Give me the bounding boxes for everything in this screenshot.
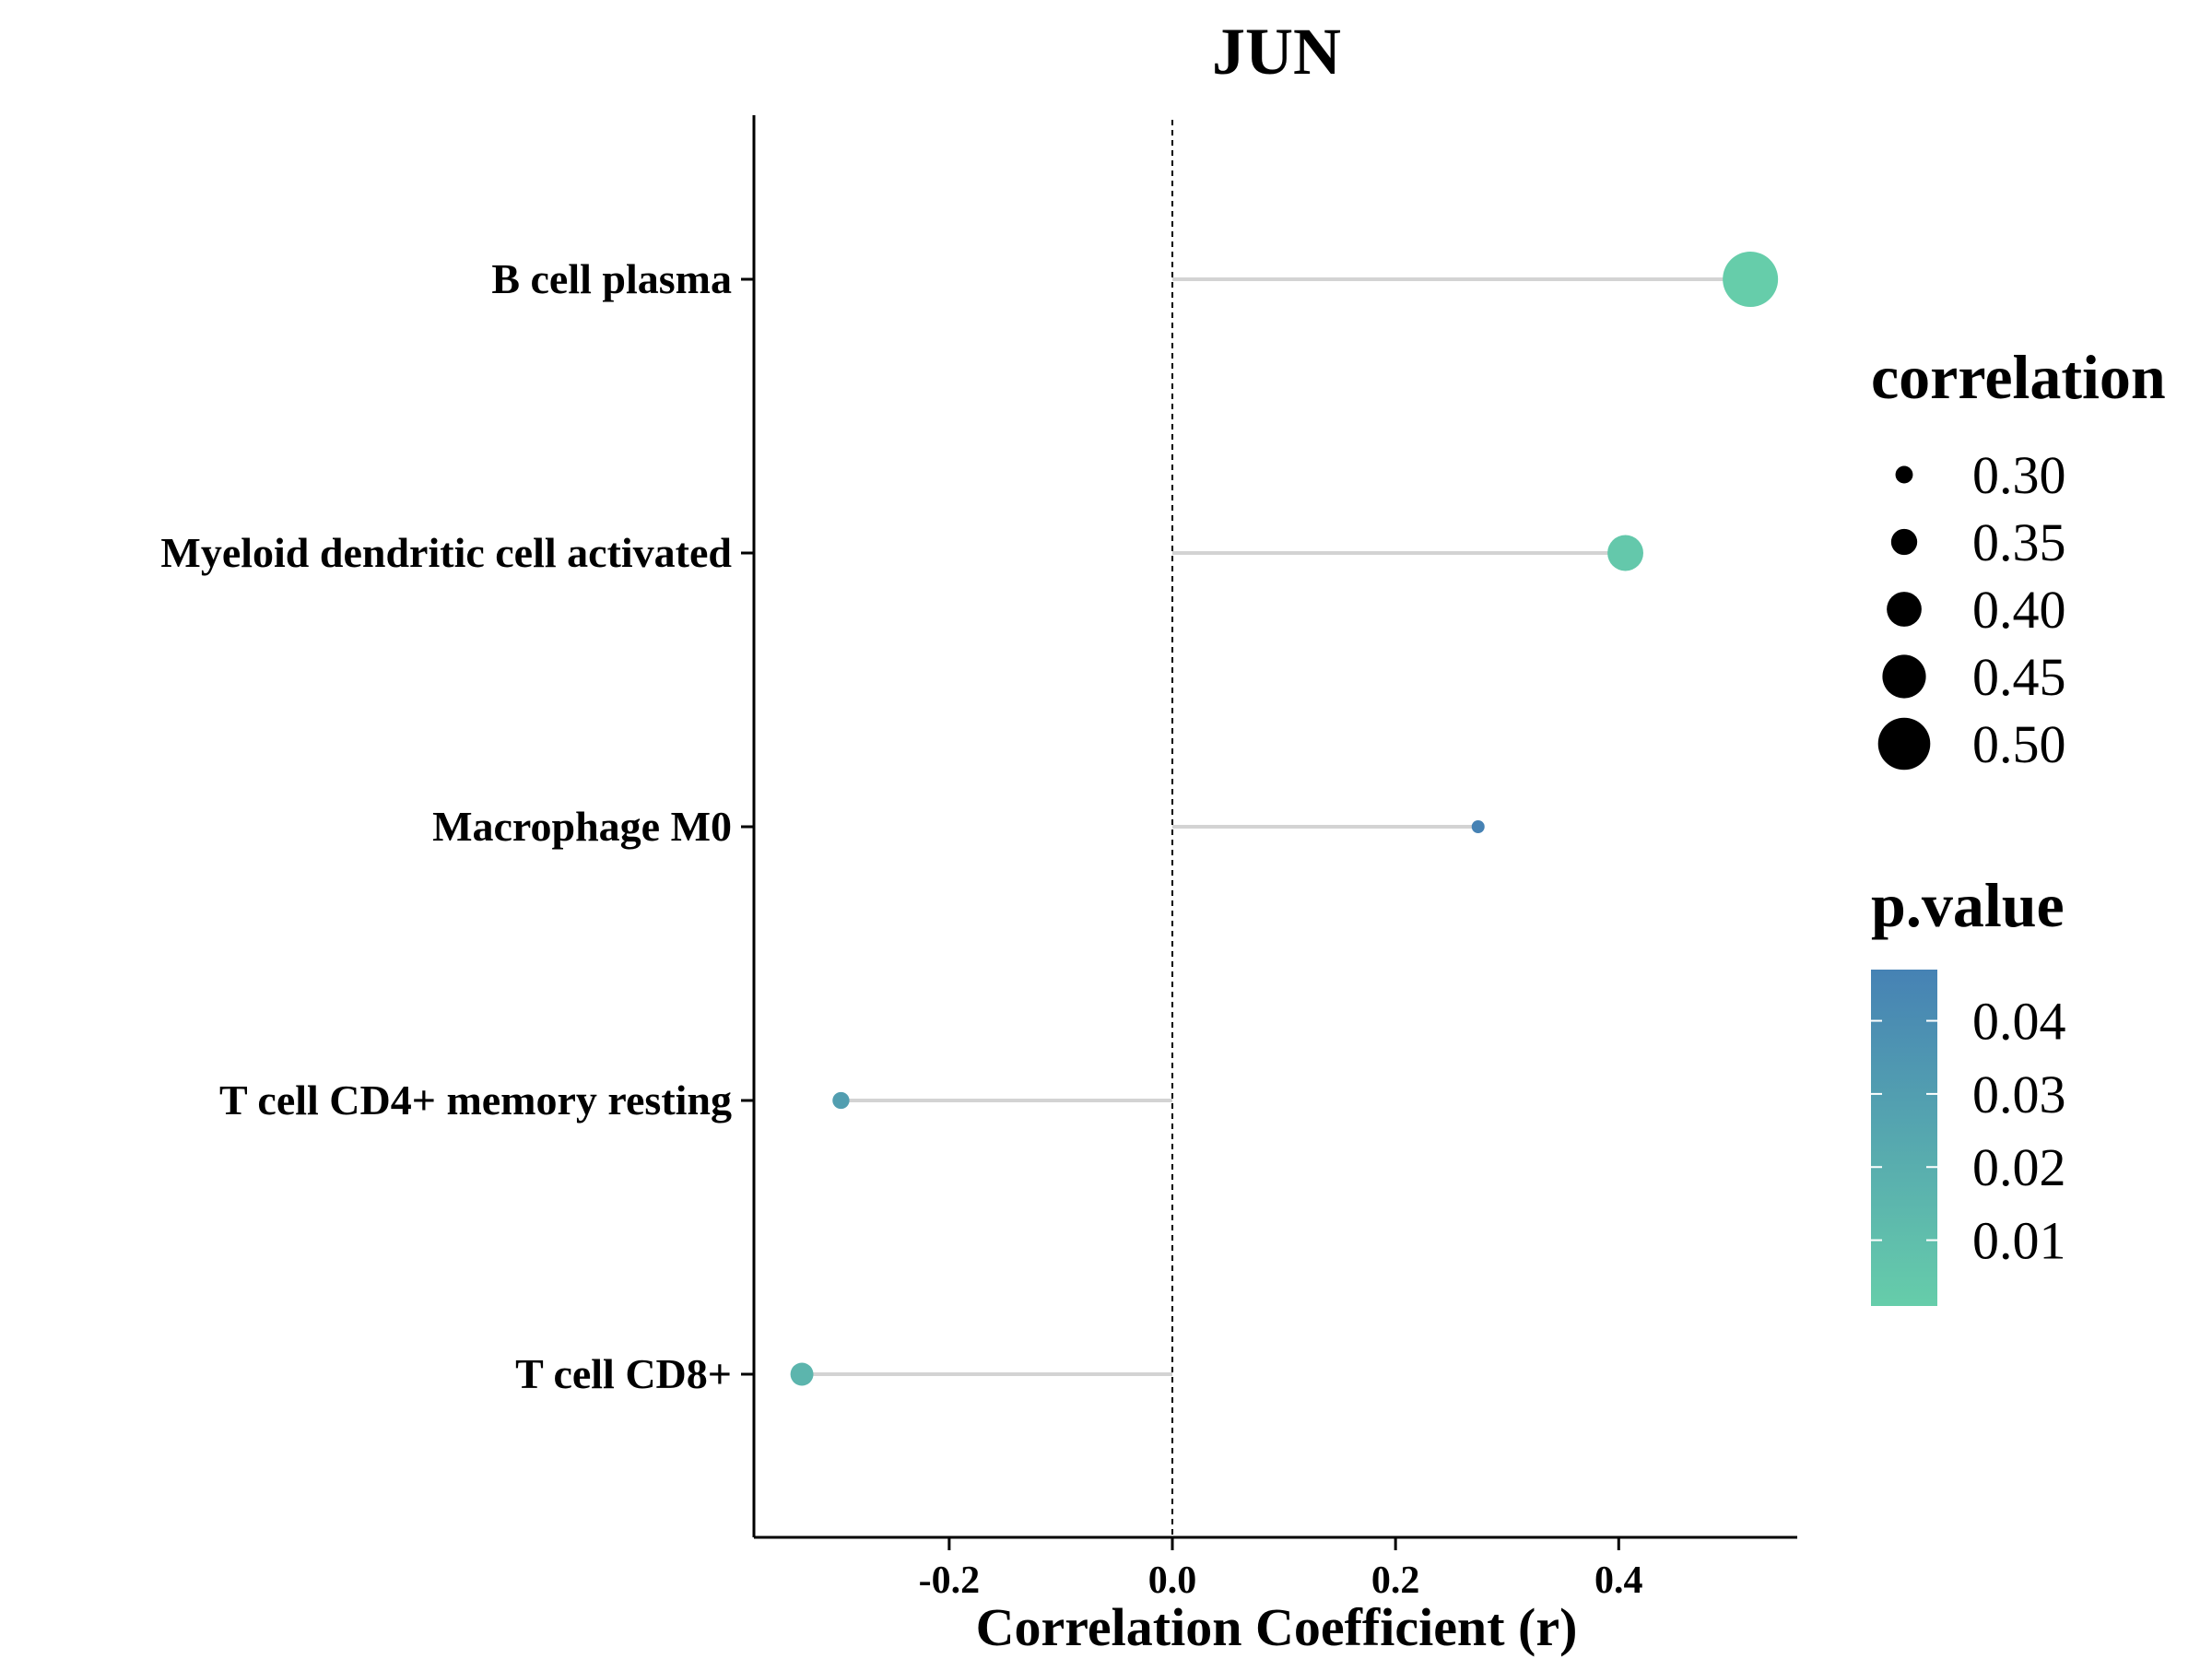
size-legend-label: 0.50 xyxy=(1972,714,2066,774)
lollipop-point xyxy=(832,1091,850,1110)
color-legend: p.value 0.04 0.03 0.02 0.01 xyxy=(1871,870,2066,1306)
size-legend-title: correlation xyxy=(1871,342,2166,412)
color-legend-label: 0.03 xyxy=(1972,1065,2066,1124)
chart-title: JUN xyxy=(1212,15,1341,88)
color-legend-title: p.value xyxy=(1871,870,2065,940)
plot-area: B cell plasma Myeloid dendritic cell acti… xyxy=(160,115,1797,1602)
y-tick-label: T cell CD4+ memory resting xyxy=(219,1077,732,1124)
x-tick-label: 0.4 xyxy=(1594,1559,1643,1602)
lollipop-point xyxy=(1723,252,1779,307)
lollipop-point xyxy=(790,1362,814,1386)
y-tick-label: B cell plasma xyxy=(491,255,732,302)
lollipop-point xyxy=(1471,820,1485,833)
p-value-colorbar xyxy=(1871,970,1937,1306)
size-legend-key xyxy=(1895,465,1913,484)
lollipop-point xyxy=(1607,535,1643,571)
size-legend-label: 0.45 xyxy=(1972,647,2066,707)
color-legend-label: 0.02 xyxy=(1972,1137,2066,1197)
color-legend-label: 0.04 xyxy=(1972,992,2066,1052)
size-legend-key xyxy=(1890,528,1918,556)
x-tick-label: -0.2 xyxy=(919,1559,981,1602)
color-legend-label: 0.01 xyxy=(1972,1211,2066,1271)
x-tick-label: 0.0 xyxy=(1148,1559,1197,1602)
size-legend-label: 0.30 xyxy=(1972,445,2066,505)
y-tick-label: T cell CD8+ xyxy=(515,1350,732,1397)
y-tick-label: Myeloid dendritic cell activated xyxy=(160,529,732,576)
size-legend-key xyxy=(1887,592,1922,627)
size-legend-key xyxy=(1877,717,1931,771)
x-axis-title: Correlation Coefficient (r) xyxy=(976,1597,1578,1657)
size-legend: correlation 0.30 0.35 0.40 0.45 0.50 xyxy=(1871,342,2166,774)
size-legend-label: 0.35 xyxy=(1972,512,2066,572)
x-tick-label: 0.2 xyxy=(1371,1559,1420,1602)
size-legend-key xyxy=(1882,654,1926,699)
size-legend-label: 0.40 xyxy=(1972,580,2066,640)
y-tick-label: Macrophage M0 xyxy=(432,803,732,850)
